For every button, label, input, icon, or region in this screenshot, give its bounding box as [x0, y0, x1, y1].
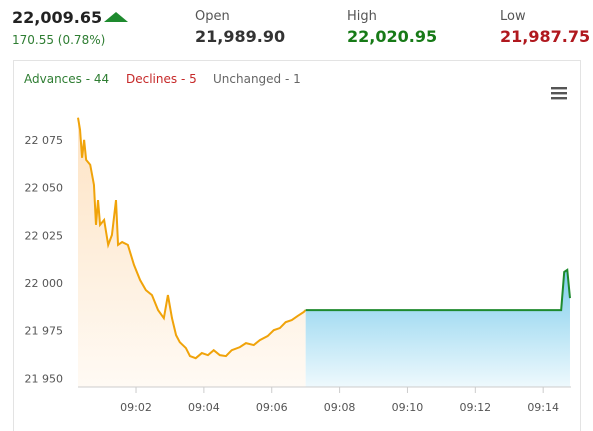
price: 22,009.65	[12, 8, 103, 27]
high-value: 22,020.95	[347, 27, 438, 46]
advances: Advances - 44	[24, 72, 110, 86]
unchanged: Unchanged - 1	[213, 72, 301, 86]
x-tick-label: 09:04	[188, 401, 220, 414]
y-tick-label: 22 000	[25, 277, 64, 290]
chart-card	[13, 60, 581, 431]
x-tick-label: 09:10	[392, 401, 424, 414]
x-tick-label: 09:12	[459, 401, 491, 414]
declines: Declines - 5	[126, 72, 197, 86]
x-tick-label: 09:02	[120, 401, 152, 414]
x-tick-label: 09:06	[256, 401, 288, 414]
y-tick-label: 21 975	[25, 325, 64, 338]
up-arrow	[104, 12, 128, 22]
open-value: 21,989.90	[195, 27, 286, 46]
x-tick-label: 09:08	[324, 401, 356, 414]
open-label: Open	[195, 9, 230, 24]
high-label: High	[347, 9, 377, 24]
area	[305, 269, 570, 387]
y-tick-label: 21 950	[25, 372, 64, 385]
line	[77, 117, 307, 360]
line	[305, 268, 571, 312]
low-label: Low	[500, 9, 526, 24]
x-tick-label: 09:14	[527, 401, 559, 414]
menu-icon[interactable]	[551, 87, 567, 100]
y-tick-label: 22 050	[25, 182, 64, 195]
area	[78, 117, 306, 387]
y-tick-label: 22 025	[25, 229, 64, 242]
change: 170.55 (0.78%)	[12, 33, 106, 47]
low-value: 21,987.75	[500, 27, 591, 46]
y-tick-label: 22 075	[25, 134, 64, 147]
